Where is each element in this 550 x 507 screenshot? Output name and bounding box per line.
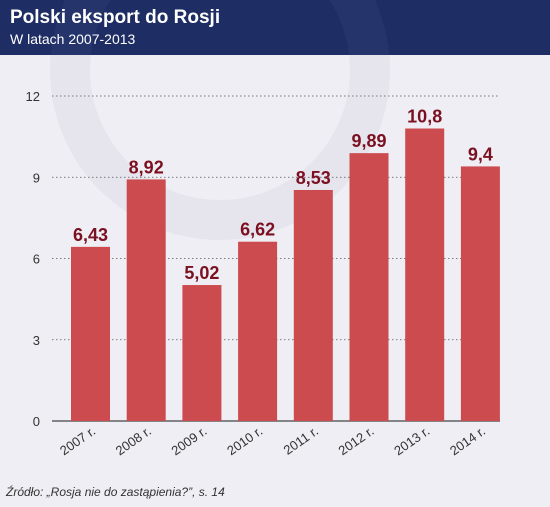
plot-area: 6,43 8,92 5,02 6,62 8,53 9,89 10,8 9,4 0 3 6 9 12 2…: [0, 55, 550, 475]
x-tick-label: 2009 r.: [168, 423, 209, 458]
bar: [349, 153, 389, 421]
bar-value-label: 8,92: [129, 157, 164, 177]
bar-value-label: 6,43: [73, 225, 108, 245]
bar-value-label: 6,62: [240, 220, 275, 240]
chart-header: Polski eksport do Rosji W latach 2007-20…: [0, 0, 550, 55]
x-axis-ticks: 2007 r. 2008 r. 2009 r. 2010 r. 2011 r. 2012 …: [57, 423, 488, 458]
y-axis-ticks: 0 3 6 9 12: [26, 89, 40, 429]
bars: [71, 128, 500, 421]
chart-title: Polski eksport do Rosji: [10, 7, 221, 28]
bar: [405, 128, 445, 421]
bar: [238, 241, 278, 421]
bar: [460, 166, 500, 421]
y-tick-label: 6: [33, 252, 40, 267]
bar-value-label: 8,53: [296, 168, 331, 188]
chart-subtitle: W latach 2007-2013: [10, 31, 136, 47]
y-tick-label: 0: [33, 414, 40, 429]
bar-value-label: 5,02: [184, 263, 219, 283]
bar-value-label: 9,89: [351, 131, 386, 151]
chart-footer: Źródło: „Rosja nie do zastąpienia?”, s. …: [0, 475, 550, 507]
y-tick-label: 9: [33, 170, 40, 185]
bar-value-label: 9,4: [468, 144, 493, 164]
bar: [71, 246, 110, 421]
bar: [182, 285, 222, 421]
x-tick-label: 2011 r.: [281, 423, 321, 458]
bar: [126, 179, 166, 421]
x-tick-label: 2013 r.: [391, 423, 432, 458]
bar-chart: 6,43 8,92 5,02 6,62 8,53 9,89 10,8 9,4 0 3 6 9 12 2…: [26, 55, 500, 458]
x-tick-label: 2007 r.: [57, 423, 98, 458]
x-tick-label: 2010 r.: [224, 423, 265, 458]
y-tick-label: 12: [26, 89, 40, 104]
bar-value-label: 10,8: [407, 107, 442, 127]
y-tick-label: 3: [33, 333, 40, 348]
bar: [293, 189, 333, 421]
value-labels: 6,43 8,92 5,02 6,62 8,53 9,89 10,8 9,4: [73, 107, 493, 284]
source-note: Źródło: „Rosja nie do zastąpienia?”, s. …: [6, 485, 225, 499]
x-tick-label: 2008 r.: [113, 423, 154, 458]
x-tick-label: 2014 r.: [447, 423, 488, 458]
x-tick-label: 2012 r.: [336, 423, 377, 458]
watermark-logo: [50, 55, 390, 240]
